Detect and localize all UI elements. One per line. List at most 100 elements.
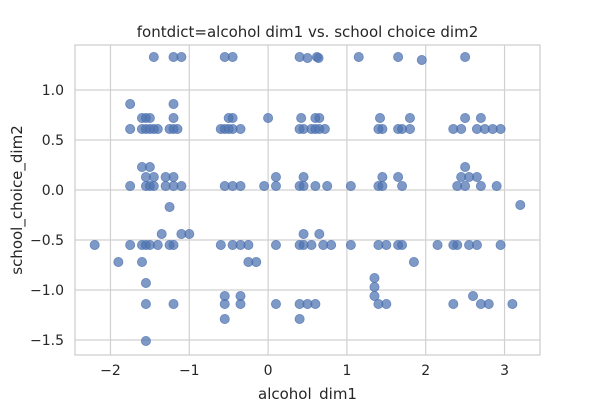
data-point (507, 298, 518, 309)
data-point (302, 53, 313, 64)
data-point (491, 180, 502, 191)
y-tick-label: 0.5 (42, 133, 64, 149)
data-point (296, 113, 307, 124)
data-point (235, 124, 246, 135)
data-point (326, 239, 337, 250)
data-point (219, 298, 230, 309)
data-point (471, 239, 482, 250)
data-point (156, 228, 167, 239)
data-point (452, 239, 463, 250)
data-point (235, 180, 246, 191)
x-tick-label: 1 (342, 363, 351, 379)
data-point (381, 298, 392, 309)
data-point (495, 239, 506, 250)
x-tick-label: −1 (179, 363, 200, 379)
data-point (270, 298, 281, 309)
data-point (456, 124, 467, 135)
data-point (148, 171, 159, 182)
data-point (310, 180, 321, 191)
data-point (168, 298, 179, 309)
data-point (176, 52, 187, 63)
data-point (140, 298, 151, 309)
data-point (314, 228, 325, 239)
data-point (168, 171, 179, 182)
data-point (515, 199, 526, 210)
data-point (125, 239, 136, 250)
data-point (89, 239, 100, 250)
data-point (235, 298, 246, 309)
data-point (310, 298, 321, 309)
axes-frame (74, 44, 541, 356)
y-tick-label: 0.0 (42, 183, 64, 199)
data-point (460, 52, 471, 63)
data-point (243, 239, 254, 250)
data-point (460, 180, 471, 191)
y-tick-label: −0.5 (30, 233, 64, 249)
data-point (314, 113, 325, 124)
data-point (483, 298, 494, 309)
data-point (294, 313, 305, 324)
data-point (144, 161, 155, 172)
data-point (375, 113, 386, 124)
data-point (369, 272, 380, 283)
data-point (345, 239, 356, 250)
data-point (215, 239, 226, 250)
data-point (319, 124, 330, 135)
data-point (298, 171, 309, 182)
data-point (393, 52, 404, 63)
data-point (172, 124, 183, 135)
data-point (176, 180, 187, 191)
data-point (408, 256, 419, 267)
data-point (397, 180, 408, 191)
data-point (495, 124, 506, 135)
data-point (322, 180, 333, 191)
data-point (152, 124, 163, 135)
x-tick-label: 2 (421, 363, 430, 379)
data-point (144, 113, 155, 124)
data-point (369, 290, 380, 301)
data-point (168, 99, 179, 110)
data-point (475, 180, 486, 191)
data-point (259, 180, 270, 191)
data-point (416, 55, 427, 66)
data-point (377, 171, 388, 182)
data-points (89, 52, 526, 346)
data-point (448, 298, 459, 309)
x-axis-label: alcohol_dim1 (258, 385, 357, 400)
data-point (113, 256, 124, 267)
data-point (393, 171, 404, 182)
data-point (168, 113, 179, 124)
data-point (136, 256, 147, 267)
data-point (381, 239, 392, 250)
data-point (164, 201, 175, 212)
y-tick-label: 1.0 (42, 83, 64, 99)
data-point (345, 180, 356, 191)
data-point (219, 313, 230, 324)
data-point (313, 53, 324, 64)
data-point (125, 99, 136, 110)
data-point (369, 281, 380, 292)
data-point (168, 239, 179, 250)
data-point (227, 113, 238, 124)
x-tick-labels: −2 −1 0 1 2 3 (100, 363, 509, 379)
y-tick-labels: −1.5 −1.0 −0.5 0.0 0.5 1.0 (30, 83, 64, 349)
x-tick-label: −2 (100, 363, 121, 379)
data-point (140, 335, 151, 346)
y-tick-label: −1.5 (30, 333, 64, 349)
data-point (377, 124, 388, 135)
data-point (148, 180, 159, 191)
chart-title: fontdict=alcohol dim1 vs. school choice … (137, 23, 479, 41)
data-point (298, 180, 309, 191)
data-point (270, 180, 281, 191)
y-axis-label: school_choice_dim2 (8, 125, 27, 275)
data-point (125, 180, 136, 191)
data-point (263, 113, 274, 124)
data-point (460, 113, 471, 124)
data-point (148, 52, 159, 63)
data-point (270, 239, 281, 250)
data-point (184, 228, 195, 239)
data-point (306, 239, 317, 250)
data-point (298, 228, 309, 239)
data-point (125, 124, 136, 135)
